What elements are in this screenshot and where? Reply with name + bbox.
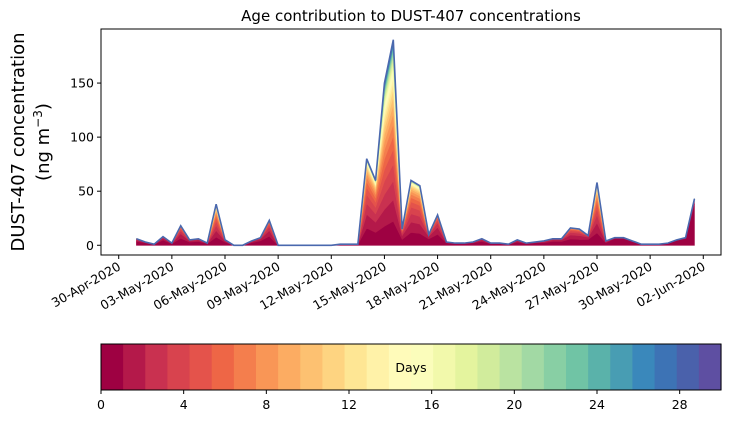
colorbar-tick-label: 4 — [180, 397, 188, 412]
colorbar-segment — [632, 344, 656, 390]
colorbar-segment — [101, 344, 124, 390]
colorbar-segment — [388, 344, 412, 390]
y-axis-unit-exponent: −3 — [31, 110, 45, 128]
y-tick-label: 0 — [86, 238, 94, 253]
colorbar-label: Days — [395, 360, 426, 375]
colorbar-segment — [477, 344, 501, 390]
colorbar-tick-label: 8 — [262, 397, 270, 412]
colorbar-tick-label: 28 — [672, 397, 688, 412]
y-axis-unit-close: ) — [33, 103, 54, 110]
y-tick-label: 50 — [78, 184, 94, 199]
colorbar-segment — [411, 344, 434, 390]
colorbar-frame — [100, 343, 722, 391]
colorbar-segment — [211, 344, 235, 390]
colorbar-tick-label: 12 — [341, 397, 357, 412]
colorbar-segment — [278, 344, 301, 390]
colorbar-segment — [233, 344, 257, 390]
colorbar-segment — [256, 344, 279, 390]
colorbar-axis: 0 4 8 12 16 20 24 28 — [97, 390, 688, 412]
colorbar-segment — [455, 344, 479, 390]
y-axis-unit-text: (ng m — [33, 128, 54, 181]
total-concentration-line — [136, 39, 696, 247]
colorbar-segment — [610, 344, 634, 390]
colorbar-segment — [543, 344, 567, 390]
colorbar-segment — [433, 344, 456, 390]
colorbar-segment — [676, 344, 700, 390]
colorbar-segment — [698, 344, 722, 390]
colorbar-tick-label: 0 — [97, 397, 105, 412]
colorbar-segment — [566, 344, 589, 390]
colorbar-tick-label: 16 — [424, 397, 440, 412]
colorbar-segment — [654, 344, 678, 390]
y-axis-label-line2: (ng m−3) — [31, 103, 54, 181]
y-axis: 0 50 100 150 — [70, 76, 101, 253]
colorbar-segment — [123, 344, 146, 390]
colorbar-segment — [344, 344, 368, 390]
x-axis: 30-Apr-202003-May-202006-May-202009-May-… — [49, 255, 708, 313]
colorbar-segment — [189, 344, 213, 390]
colorbar-segment — [588, 344, 611, 390]
colorbar-segment — [167, 344, 191, 390]
y-tick-label: 150 — [70, 76, 94, 91]
plot-frame — [100, 28, 722, 256]
colorbar-segment — [322, 344, 346, 390]
colorbar-tick-label: 20 — [506, 397, 522, 412]
colorbar-segment — [300, 344, 324, 390]
chart-title: Age contribution to DUST-407 concentrati… — [241, 7, 581, 25]
y-axis-label-line1: DUST-407 concentration — [8, 32, 29, 251]
colorbar-segment — [366, 344, 390, 390]
colorbar — [101, 344, 722, 390]
colorbar-segment — [145, 344, 169, 390]
y-tick-label: 100 — [70, 130, 94, 145]
stacked-age-areas — [136, 39, 696, 247]
colorbar-segment — [499, 344, 523, 390]
colorbar-segment — [521, 344, 545, 390]
colorbar-tick-label: 24 — [589, 397, 605, 412]
